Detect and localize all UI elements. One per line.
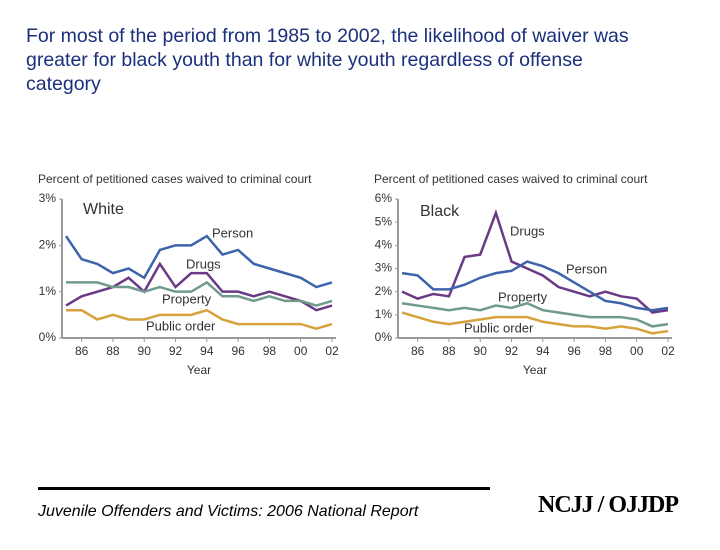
series-line	[401, 301, 669, 328]
y-tick-label: 2%	[375, 284, 393, 298]
series-line	[401, 260, 669, 312]
x-axis-label: Year	[523, 363, 547, 377]
x-tick-label: 94	[200, 344, 214, 358]
x-tick-label: 90	[474, 344, 488, 358]
x-tick-label: 88	[442, 344, 456, 358]
x-tick-label: 02	[325, 344, 339, 358]
series-label: Person	[212, 225, 253, 240]
y-tick-label: 0%	[375, 330, 393, 344]
series-line	[66, 280, 333, 307]
x-tick-label: 86	[411, 344, 425, 358]
x-axis-label: Year	[187, 363, 211, 377]
y-tick-label: 3%	[39, 191, 57, 205]
series-label: Public order	[464, 320, 534, 335]
series-label: Drugs	[510, 223, 545, 238]
series-line	[65, 261, 333, 312]
y-tick-label: 6%	[375, 191, 393, 205]
y-tick-label: 1%	[375, 307, 393, 321]
x-tick-label: 92	[505, 344, 519, 358]
x-tick-label: 98	[599, 344, 613, 358]
series-label: Property	[498, 289, 548, 304]
y-tick-label: 3%	[375, 261, 393, 275]
series-label: Person	[566, 261, 607, 276]
x-tick-label: 02	[661, 344, 675, 358]
y-tick-label: 1%	[39, 284, 57, 298]
footer: Juvenile Offenders and Victims: 2006 Nat…	[38, 503, 419, 520]
y-axis-label: Percent of petitioned cases waived to cr…	[38, 172, 312, 186]
chart-title: White	[83, 201, 124, 218]
series-line	[401, 311, 669, 335]
y-tick-label: 0%	[39, 330, 57, 344]
x-tick-label: 00	[630, 344, 644, 358]
x-tick-label: 96	[231, 344, 245, 358]
x-tick-label: 90	[138, 344, 152, 358]
x-tick-label: 86	[75, 344, 89, 358]
footer-rule	[38, 487, 490, 490]
x-tick-label: 92	[169, 344, 183, 358]
y-axis-label: Percent of petitioned cases waived to cr…	[374, 172, 648, 186]
series-line	[64, 234, 333, 289]
series-label: Drugs	[186, 256, 221, 271]
chart-title: Black	[420, 203, 460, 220]
logo: NCJJ / OJJDP	[538, 492, 679, 518]
series-label: Public order	[146, 318, 216, 333]
slide-title: For most of the period from 1985 to 2002…	[26, 25, 629, 95]
series-line	[66, 308, 333, 331]
x-tick-label: 98	[263, 344, 277, 358]
charts: Percent of petitioned cases waived to cr…	[38, 172, 675, 377]
x-tick-label: 94	[536, 344, 550, 358]
y-tick-label: 5%	[375, 214, 393, 228]
series-label: Property	[162, 291, 212, 306]
y-tick-label: 2%	[39, 238, 57, 252]
x-tick-label: 88	[106, 344, 120, 358]
y-tick-label: 4%	[375, 238, 393, 252]
x-tick-label: 00	[294, 344, 308, 358]
x-tick-label: 96	[567, 344, 581, 358]
series-line	[401, 209, 669, 314]
